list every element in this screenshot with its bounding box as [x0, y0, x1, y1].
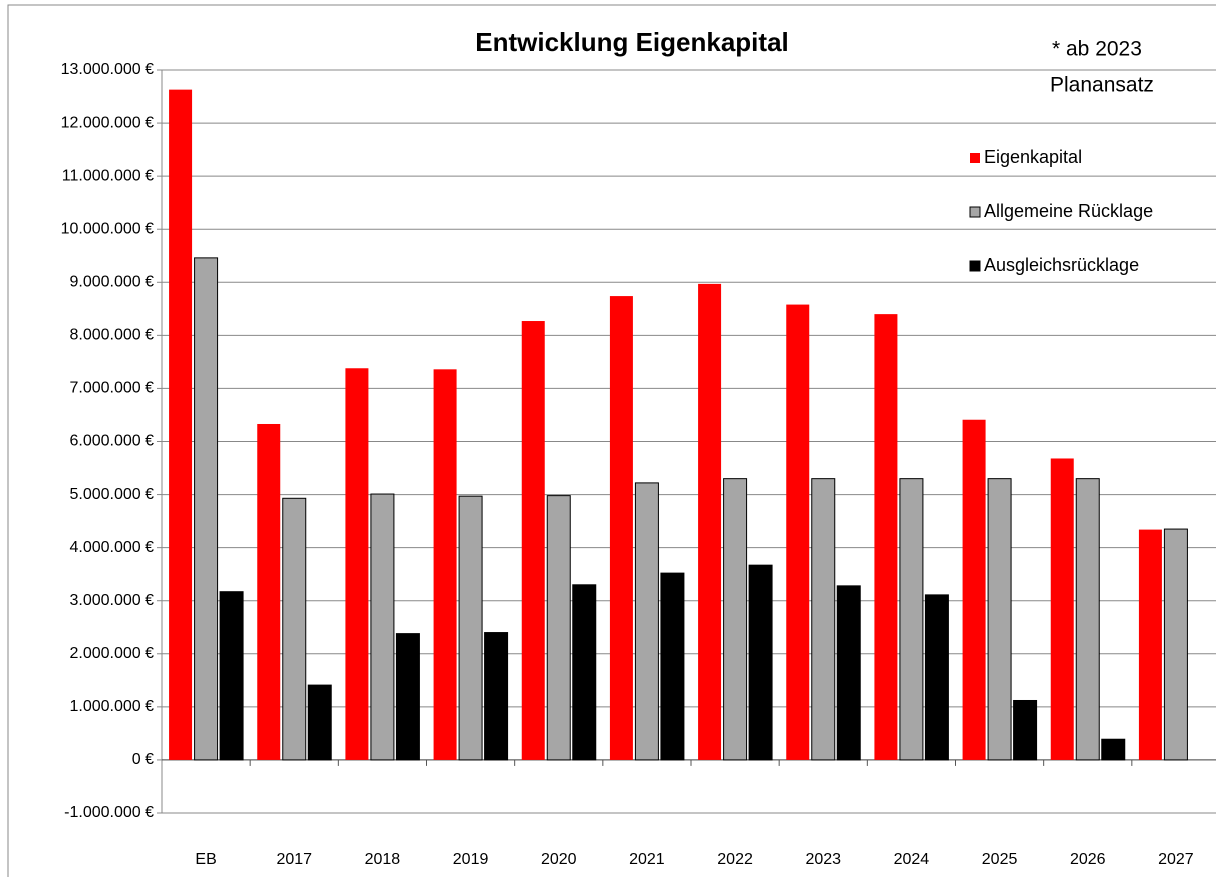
y-tick-label: 1.000.000 €	[69, 698, 154, 715]
x-tick-label: 2022	[717, 851, 753, 868]
y-tick-label: 11.000.000 €	[62, 167, 154, 184]
bar	[370, 493, 395, 761]
bar	[521, 321, 545, 760]
y-tick-label: 10.000.000 €	[61, 220, 155, 237]
y-tick-label: 7.000.000 €	[69, 380, 154, 397]
annotation: Planansatz	[1050, 74, 1154, 97]
y-tick-label: 12.000.000 €	[61, 114, 155, 131]
y-tick-label: 9.000.000 €	[69, 274, 154, 291]
bar	[484, 632, 509, 761]
bar	[1163, 528, 1188, 761]
bar	[786, 304, 810, 760]
x-tick-label: 2027	[1158, 851, 1194, 868]
x-tick-label: 2026	[1070, 851, 1106, 868]
x-tick-label: 2025	[982, 851, 1018, 868]
bar	[899, 478, 924, 761]
x-tick-label: 2019	[453, 851, 489, 868]
frame	[7, 4, 1216, 877]
bar	[169, 89, 193, 760]
x-tick-label: 2020	[541, 851, 577, 868]
bar	[458, 495, 483, 761]
bar	[698, 283, 722, 760]
y-tick-label: 2.000.000 €	[69, 645, 154, 662]
legend-swatch	[970, 153, 980, 163]
bar	[723, 478, 748, 761]
legend-swatch	[969, 206, 981, 218]
x-tick-label: 2017	[276, 851, 312, 868]
bar	[1050, 458, 1074, 760]
y-tick-label: 13.000.000 €	[61, 61, 155, 78]
legend-label: Allgemeine Rücklage	[984, 201, 1153, 221]
bar	[546, 495, 571, 761]
bar	[1075, 478, 1100, 761]
bar	[924, 594, 949, 761]
bar	[307, 684, 332, 761]
x-tick-label: 2024	[894, 851, 930, 868]
x-tick-label: 2018	[365, 851, 401, 868]
y-tick-label: 8.000.000 €	[69, 327, 154, 344]
annotation: * ab 2023	[1052, 38, 1142, 61]
x-tick-label: 2023	[805, 851, 841, 868]
x-tick-label: 2021	[629, 851, 665, 868]
bar	[660, 572, 685, 761]
bar	[811, 478, 836, 761]
bar	[395, 633, 420, 761]
bar	[962, 419, 986, 760]
y-tick-label: 6.000.000 €	[69, 433, 154, 450]
bar	[609, 296, 633, 760]
bar	[987, 478, 1012, 761]
bar	[345, 368, 369, 760]
bar	[433, 369, 457, 760]
bar	[1138, 529, 1162, 760]
y-tick-label: 5.000.000 €	[69, 486, 154, 503]
chart-title: Entwicklung Eigenkapital	[475, 27, 789, 57]
bar	[1101, 738, 1126, 761]
bar	[257, 423, 281, 760]
bar	[748, 564, 773, 761]
y-tick-label: 0 €	[132, 751, 154, 768]
bar	[282, 497, 307, 761]
y-tick-label: -1.000.000 €	[64, 804, 154, 821]
legend-swatch	[969, 260, 981, 272]
bar	[194, 257, 219, 761]
y-tick-label: 4.000.000 €	[69, 539, 154, 556]
bar	[219, 591, 244, 761]
y-tick-label: 3.000.000 €	[69, 592, 154, 609]
bar	[572, 584, 597, 761]
legend-label: Eigenkapital	[984, 147, 1082, 167]
bar	[836, 585, 861, 761]
legend-label: Ausgleichsrücklage	[984, 255, 1139, 275]
bar	[874, 314, 898, 760]
x-tick-label: EB	[195, 851, 216, 868]
bar	[634, 482, 659, 761]
bar	[1013, 699, 1038, 761]
